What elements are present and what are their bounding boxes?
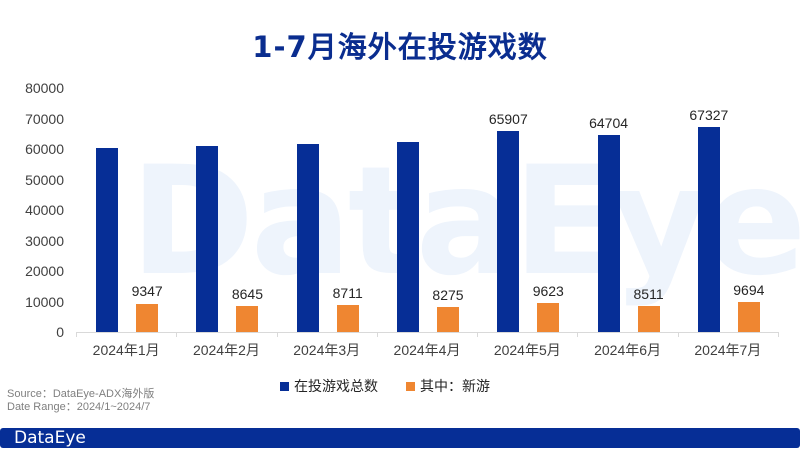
x-tick-label: 2024年1月 — [92, 342, 160, 358]
value-label-new: 9347 — [131, 283, 163, 300]
bar-new[interactable] — [136, 303, 159, 332]
legend-swatch-total — [280, 381, 289, 391]
x-tick-mark — [276, 332, 278, 337]
y-tick-label: 30000 — [25, 232, 64, 249]
y-tick-label: 50000 — [25, 171, 64, 188]
y-tick-label: 60000 — [25, 141, 64, 157]
bar-total[interactable] — [697, 126, 720, 332]
value-label-new: 8275 — [432, 286, 464, 303]
legend-item-new[interactable]: 其中：新游 — [406, 376, 490, 396]
x-tick-mark — [477, 332, 479, 337]
value-label-total: 65907 — [488, 110, 528, 127]
watermark-logo: DataEye — [130, 135, 800, 309]
x-tick-mark — [577, 332, 579, 337]
x-tick-label: 2024年2月 — [192, 342, 260, 358]
value-label-total: 64704 — [589, 114, 629, 131]
x-tick-mark — [778, 332, 779, 337]
source-note: Source：DataEye-ADX海外版 Date Range：2024/1~… — [7, 388, 154, 414]
value-label-new: 9694 — [733, 282, 765, 299]
bar-total[interactable] — [96, 148, 119, 332]
legend: 在投游戏总数 其中：新游 — [280, 376, 490, 396]
value-label-new: 8511 — [633, 286, 664, 303]
x-tick-label: 2024年3月 — [293, 342, 361, 358]
x-tick-mark — [176, 332, 178, 337]
y-tick-label: 80000 — [25, 80, 64, 96]
y-tick-label: 40000 — [25, 202, 64, 218]
x-tick-label: 2024年7月 — [694, 342, 762, 358]
value-label-new: 9623 — [532, 282, 564, 299]
footer-bar: DataEye — [0, 428, 800, 448]
source-line: Source：DataEye-ADX海外版 — [7, 388, 155, 400]
bar-total[interactable] — [296, 144, 319, 332]
legend-label-total: 在投游戏总数 — [294, 378, 378, 394]
x-tick-label: 2024年6月 — [594, 342, 662, 358]
chart-title: 1-7月海外在投游戏数 — [252, 30, 548, 64]
x-tick-mark — [76, 332, 77, 337]
bar-total[interactable] — [597, 134, 620, 332]
x-tick-mark — [677, 332, 679, 337]
x-tick-mark — [376, 332, 378, 337]
bar-new[interactable] — [637, 306, 660, 332]
x-axis-line — [76, 332, 778, 333]
bar-new[interactable] — [336, 305, 359, 332]
legend-label-new: 其中：新游 — [420, 378, 490, 394]
y-tick-label: 10000 — [25, 293, 64, 310]
bar-new[interactable] — [737, 302, 760, 332]
value-label-total: 67327 — [689, 106, 729, 123]
bar-new[interactable] — [236, 305, 259, 332]
footer-logo: DataEye — [14, 428, 86, 448]
x-tick-label: 2024年4月 — [393, 342, 461, 358]
bar-new[interactable] — [437, 306, 459, 332]
y-tick-label: 0 — [56, 324, 64, 340]
bar-new[interactable] — [537, 302, 560, 332]
date-range-line: Date Range：2024/1~2024/7 — [7, 401, 151, 413]
bar-total[interactable] — [397, 142, 419, 332]
y-tick-label: 20000 — [25, 263, 64, 279]
legend-swatch-new — [406, 381, 415, 391]
legend-item-total[interactable]: 在投游戏总数 — [280, 376, 378, 396]
x-tick-label: 2024年5月 — [493, 342, 561, 358]
bar-total[interactable] — [497, 130, 520, 332]
plot-area: 9347 8645 8711 8275 65907 9623 64704 8511 67327 9… — [76, 88, 778, 332]
value-label-new: 8645 — [231, 285, 263, 302]
value-label-new: 8711 — [332, 285, 363, 302]
y-tick-label: 70000 — [25, 110, 64, 127]
bar-total[interactable] — [196, 145, 219, 332]
